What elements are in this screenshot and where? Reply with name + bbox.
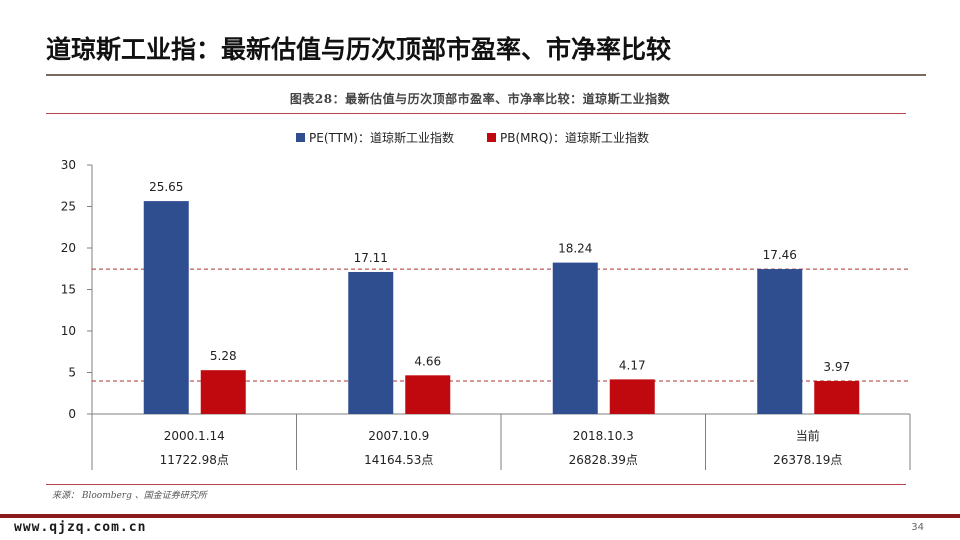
footer-band	[0, 514, 960, 518]
pe-bar	[143, 201, 189, 414]
source-note: 来源： Bloomberg 、国金证券研究所	[52, 491, 207, 501]
x-category-label: 2000.1.14	[164, 429, 225, 443]
legend-label: PB(MRQ)：道琼斯工业指数	[500, 130, 649, 145]
y-tick-label: 0	[68, 407, 76, 421]
x-category-sublabel: 11722.98点	[160, 453, 229, 467]
figure-caption: 图表28：最新估值与历次顶部市盈率、市净率比较：道琼斯工业指数	[289, 92, 671, 106]
pb-bar	[814, 381, 860, 414]
data-label: 25.65	[149, 180, 183, 194]
x-category-sublabel: 14164.53点	[364, 453, 433, 467]
y-tick-label: 20	[61, 241, 76, 255]
legend-swatch	[487, 133, 496, 142]
source-rule	[46, 484, 906, 485]
caption-rule	[46, 113, 906, 114]
y-tick-label: 5	[68, 366, 76, 380]
pb-bar	[405, 375, 451, 414]
data-label: 5.28	[210, 349, 237, 363]
y-tick-label: 10	[61, 324, 76, 338]
pb-bar	[609, 379, 655, 414]
slide-title: 道琼斯工业指：最新估值与历次顶部市盈率、市净率比较	[46, 35, 672, 64]
y-tick-label: 15	[61, 283, 76, 297]
data-label: 3.97	[823, 360, 850, 374]
legend-label: PE(TTM)：道琼斯工业指数	[309, 130, 454, 145]
x-category-label: 2018.10.3	[573, 429, 634, 443]
data-label: 18.24	[558, 242, 592, 256]
x-category-sublabel: 26378.19点	[773, 453, 842, 467]
data-label: 17.11	[354, 251, 388, 265]
page-number: 34	[911, 522, 924, 533]
pe-bar	[348, 271, 394, 414]
legend-swatch	[296, 133, 305, 142]
pe-bar	[757, 269, 803, 414]
title-rule	[46, 74, 926, 76]
data-label: 4.17	[619, 358, 646, 372]
pb-bar	[200, 370, 246, 414]
pe-bar	[552, 262, 598, 414]
x-category-label: 当前	[796, 428, 820, 443]
x-category-label: 2007.10.9	[368, 429, 429, 443]
data-label: 4.66	[414, 354, 441, 368]
y-tick-label: 25	[61, 200, 76, 214]
x-category-sublabel: 26828.39点	[569, 453, 638, 467]
data-label: 17.46	[763, 248, 797, 262]
y-tick-label: 30	[61, 158, 76, 172]
watermark: www.qjzq.com.cn	[14, 520, 147, 535]
